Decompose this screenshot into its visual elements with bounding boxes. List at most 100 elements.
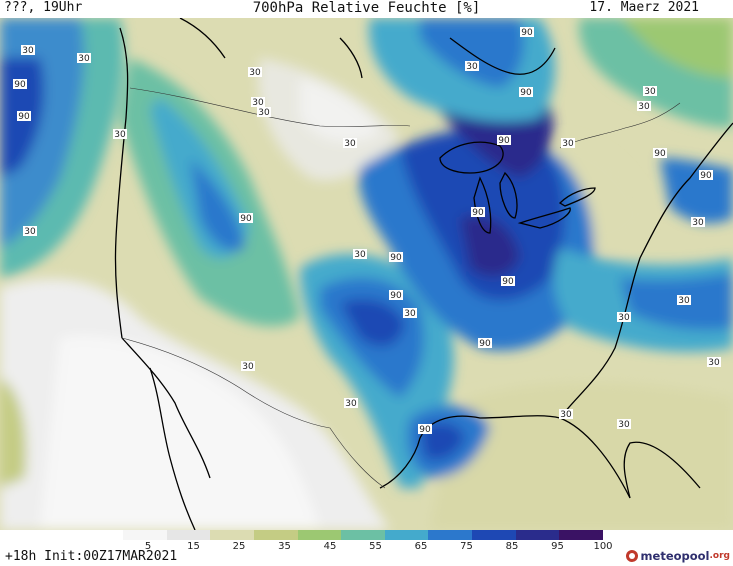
- contour-label: 90: [498, 136, 510, 146]
- contour-label: 30: [22, 46, 34, 56]
- contour-label-bg: [389, 252, 403, 262]
- header-bar: ???, 19Uhr 700hPa Relative Feuchte [%] 1…: [0, 0, 733, 18]
- contour-label-bg: [248, 67, 262, 77]
- contour-label: 90: [14, 80, 26, 90]
- legend-tick-label: 15: [187, 541, 200, 552]
- contour-label-bg: [561, 138, 575, 148]
- contour-label: 30: [78, 54, 90, 64]
- contour-label-bg: [23, 226, 37, 236]
- contour-label-bg: [113, 129, 127, 139]
- contour-label: 90: [390, 253, 402, 263]
- color-scale-bar: [123, 530, 604, 540]
- contour-label: 30: [678, 296, 690, 306]
- map-title: 700hPa Relative Feuchte [%]: [252, 0, 481, 16]
- contour-label-bg: [418, 424, 432, 434]
- contour-label: 90: [700, 171, 712, 181]
- brand-suffix: .org: [709, 551, 730, 561]
- legend-swatch: [515, 530, 560, 540]
- color-scale-ticks: 5 15 25 35 45 55 65 75 85 95 100: [0, 541, 733, 555]
- contour-label: 30: [708, 358, 720, 368]
- legend-tick-label: 25: [232, 541, 246, 552]
- legend-tick-label: 100: [593, 541, 613, 552]
- contour-label-bg: [77, 53, 91, 63]
- contour-label: 30: [638, 102, 650, 112]
- contour-label: 90: [521, 28, 533, 38]
- contour-label: 90: [520, 88, 532, 98]
- brand-name: meteopool: [640, 549, 710, 563]
- contour-label-bg: [617, 312, 631, 322]
- contour-label-bg: [465, 61, 479, 71]
- legend-tick-label: 45: [323, 541, 337, 552]
- contour-label: 30: [24, 227, 36, 237]
- contour-label-bg: [637, 101, 651, 111]
- contour-label: 30: [644, 87, 656, 97]
- legend-swatch: [472, 530, 516, 540]
- contour-label: 30: [345, 399, 357, 409]
- borders: [121, 87, 681, 489]
- legend-swatch: [384, 530, 429, 540]
- contour-label: 90: [240, 214, 252, 224]
- legend-swatch: [166, 530, 211, 540]
- contour-label-bg: [699, 170, 713, 180]
- contour-label: 30: [618, 313, 630, 323]
- contour-label-bg: [559, 409, 573, 419]
- contour-label-bg: [239, 213, 253, 223]
- legend-swatch: [297, 530, 342, 540]
- contour-label: 30: [242, 362, 254, 372]
- contour-label-bg: [403, 308, 417, 318]
- legend-tick-label: 55: [369, 541, 382, 552]
- legend-tick-label: 35: [278, 541, 291, 552]
- contour-label-bg: [617, 419, 631, 429]
- contour-label-bg: [519, 87, 533, 97]
- contour-label-bg: [257, 107, 271, 117]
- legend-swatch: [428, 530, 473, 540]
- contour-label: 30: [258, 108, 270, 118]
- legend-tick-label: 85: [505, 541, 519, 552]
- contour-label: 30: [114, 130, 126, 140]
- humidity-map: 30 90 90 90 30 30 30 30 30 30 30 90 30 90 30 90 30 90 90 90…: [0, 18, 733, 530]
- contour-label: 30: [692, 218, 704, 228]
- legend-swatch: [341, 530, 385, 540]
- contour-label: 30: [404, 309, 416, 319]
- contour-label-bg: [653, 148, 667, 158]
- legend-tick-label: 75: [460, 541, 473, 552]
- contour-label-bg: [677, 295, 691, 305]
- valid-time-label: ???, 19Uhr: [4, 0, 83, 15]
- contour-label: 30: [344, 139, 356, 149]
- contour-label-bg: [17, 111, 31, 121]
- legend-swatch: [210, 530, 254, 540]
- contour-label: 30: [562, 139, 574, 149]
- contour-label-bg: [344, 398, 358, 408]
- contour-label: 90: [472, 208, 484, 218]
- contour-label-bg: [343, 138, 357, 148]
- contour-label: 90: [654, 149, 666, 159]
- coastlines: [114, 18, 733, 530]
- legend-swatch: [559, 530, 604, 540]
- contour-label: 90: [419, 425, 431, 435]
- contour-label-bg: [13, 79, 27, 89]
- contour-label-bg: [691, 217, 705, 227]
- legend-swatch: [253, 530, 298, 540]
- contour-label-bg: [707, 357, 721, 367]
- contour-label-bg: [497, 135, 511, 145]
- contour-label-bg: [389, 290, 403, 300]
- legend-swatch: [123, 530, 167, 540]
- contour-label: 90: [479, 339, 491, 349]
- contour-label: 90: [390, 291, 402, 301]
- contour-label-bg: [241, 361, 255, 371]
- contour-label: 30: [249, 68, 261, 78]
- contour-label-bg: [353, 249, 367, 259]
- contour-label-bg: [643, 86, 657, 96]
- contour-label: 90: [18, 112, 30, 122]
- contour-label: 30: [354, 250, 366, 260]
- legend-tick-label: 65: [414, 541, 428, 552]
- humidity-field: [0, 18, 733, 530]
- contour-label: 90: [502, 277, 514, 287]
- legend-tick-label: 95: [551, 541, 564, 552]
- contour-label: 30: [252, 98, 264, 108]
- meteopool-logo[interactable]: meteopool .org: [625, 548, 730, 564]
- contour-label-bg: [21, 45, 35, 55]
- contour-label: 30: [466, 62, 478, 72]
